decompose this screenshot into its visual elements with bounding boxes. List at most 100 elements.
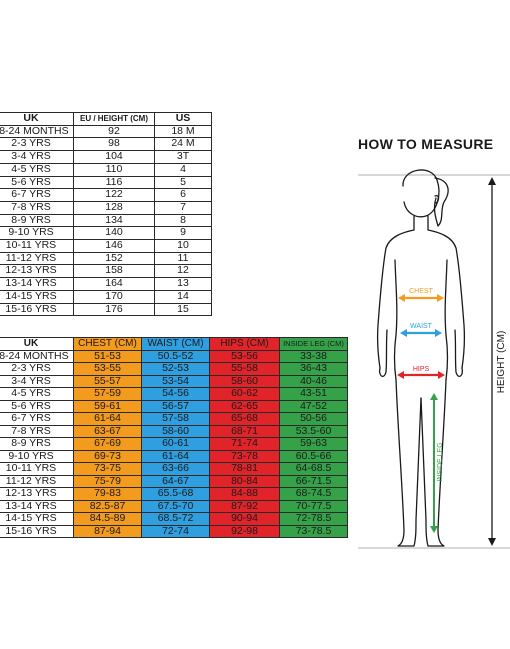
- measure-cell-inside-leg: 43-51: [279, 387, 348, 401]
- measure-cell-chest: 79-83: [73, 487, 142, 501]
- measure-cell-hips: 78-81: [209, 462, 280, 476]
- measure-table-row: 2-3 YRS 53-55 52-53 55-58 36-43: [0, 362, 348, 376]
- measurements-table: UK CHEST (CM) WAIST (CM) HIPS (CM) INSID…: [0, 337, 348, 538]
- measure-cell-chest: 75-79: [73, 474, 142, 488]
- measure-cell-inside-leg: 66-71.5: [279, 474, 348, 488]
- measure-table-row: 15-16 YRS 87-94 72-74 92-98 73-78.5: [0, 524, 348, 538]
- measure-cell-chest: 55-57: [73, 374, 142, 388]
- measure-table-row: 6-7 YRS 61-64 57-58 65-68 50-56: [0, 412, 348, 426]
- size-cell-eu-height: 164: [73, 277, 155, 291]
- measure-cell-uk: 2-3 YRS: [0, 362, 74, 376]
- measure-cell-hips: 73-78: [209, 449, 280, 463]
- measure-cell-uk: 8-9 YRS: [0, 437, 74, 451]
- measure-cell-waist: 64-67: [141, 474, 210, 488]
- size-cell-uk: 3-4 YRS: [0, 150, 74, 164]
- size-cell-uk: 18-24 MONTHS: [0, 124, 74, 139]
- measure-table-row: 7-8 YRS 63-67 58-60 68-71 53.5-60: [0, 424, 348, 438]
- measure-header-chest: CHEST (CM): [73, 337, 142, 351]
- measure-cell-chest: 67-69: [73, 437, 142, 451]
- size-cell-eu-height: 110: [73, 162, 155, 177]
- measure-cell-inside-leg: 33-38: [279, 349, 348, 363]
- measure-cell-uk: 15-16 YRS: [0, 524, 74, 538]
- size-header-uk: UK: [0, 112, 74, 126]
- measure-table-row: 10-11 YRS 73-75 63-66 78-81 64-68.5: [0, 462, 348, 476]
- size-cell-uk: 2-3 YRS: [0, 137, 74, 152]
- measure-table-row: 11-12 YRS 75-79 64-67 80-84 66-71.5: [0, 474, 348, 488]
- size-cell-us: 4: [154, 162, 212, 177]
- chest-arrow-icon: [398, 294, 444, 302]
- size-cell-uk: 5-6 YRS: [0, 175, 74, 190]
- size-table-row: 4-5 YRS 110 4: [0, 162, 212, 177]
- size-cell-us: 3T: [154, 150, 212, 164]
- measure-header-hips: HIPS (CM): [209, 337, 280, 351]
- measure-cell-hips: 62-65: [209, 399, 280, 413]
- height-arrow-icon: [488, 177, 496, 546]
- size-cell-uk: 10-11 YRS: [0, 239, 74, 253]
- size-cell-us: 11: [154, 251, 212, 266]
- size-cell-uk: 4-5 YRS: [0, 162, 74, 177]
- hips-label: HIPS: [413, 366, 430, 373]
- measure-cell-hips: 92-98: [209, 524, 280, 538]
- size-cell-uk: 7-8 YRS: [0, 200, 74, 215]
- size-table-row: 13-14 YRS 164 13: [0, 277, 212, 291]
- chest-label: CHEST: [409, 288, 433, 295]
- size-table-row: 10-11 YRS 146 10: [0, 239, 212, 253]
- size-cell-us: 5: [154, 175, 212, 190]
- measure-table-body: 18-24 MONTHS 51-53 50.5-52 53-56 33-38 2-3 YR…: [0, 349, 348, 538]
- measure-cell-inside-leg: 60.5-66: [279, 449, 348, 463]
- size-table-row: 11-12 YRS 152 11: [0, 251, 212, 266]
- size-table-row: 14-15 YRS 170 14: [0, 289, 212, 304]
- measure-table-row: 9-10 YRS 69-73 61-64 73-78 60.5-66: [0, 449, 348, 463]
- measure-cell-inside-leg: 59-63: [279, 437, 348, 451]
- measure-cell-chest: 59-61: [73, 399, 142, 413]
- measure-cell-chest: 51-53: [73, 349, 142, 363]
- measure-cell-uk: 10-11 YRS: [0, 462, 74, 476]
- size-cell-us: 14: [154, 289, 212, 304]
- measure-cell-hips: 55-58: [209, 362, 280, 376]
- measure-cell-inside-leg: 47-52: [279, 399, 348, 413]
- measure-cell-inside-leg: 64-68.5: [279, 462, 348, 476]
- measure-cell-inside-leg: 68-74.5: [279, 487, 348, 501]
- size-cell-eu-height: 176: [73, 302, 155, 317]
- waist-arrow-icon: [400, 329, 442, 337]
- measure-cell-waist: 53-54: [141, 374, 210, 388]
- measure-cell-waist: 63-66: [141, 462, 210, 476]
- height-label: HEIGHT (CM): [496, 331, 507, 394]
- size-cell-us: 12: [154, 264, 212, 279]
- measure-cell-chest: 57-59: [73, 387, 142, 401]
- size-table-row: 6-7 YRS 122 6: [0, 188, 212, 202]
- size-cell-eu-height: 98: [73, 137, 155, 152]
- measure-table-row: 5-6 YRS 59-61 56-57 62-65 47-52: [0, 399, 348, 413]
- measure-header-uk: UK: [0, 337, 74, 351]
- measure-cell-waist: 68.5-72: [141, 512, 210, 526]
- measure-cell-chest: 61-64: [73, 412, 142, 426]
- measure-cell-chest: 63-67: [73, 424, 142, 438]
- measure-cell-waist: 72-74: [141, 524, 210, 538]
- size-cell-us: 6: [154, 188, 212, 202]
- measure-cell-hips: 53-56: [209, 349, 280, 363]
- measure-cell-hips: 80-84: [209, 474, 280, 488]
- size-cell-uk: 13-14 YRS: [0, 277, 74, 291]
- measure-header-inside-leg: INSIDE LEG (CM): [279, 337, 348, 351]
- measure-cell-chest: 69-73: [73, 449, 142, 463]
- size-cell-us: 15: [154, 302, 212, 317]
- measure-cell-waist: 60-61: [141, 437, 210, 451]
- measure-cell-waist: 61-64: [141, 449, 210, 463]
- measure-cell-waist: 50.5-52: [141, 349, 210, 363]
- measure-cell-inside-leg: 36-43: [279, 362, 348, 376]
- measuring-figure-diagram: CHEST WAIST HIPS INSIDE LEG HEIGHT (CM): [358, 169, 510, 549]
- measure-cell-inside-leg: 40-46: [279, 374, 348, 388]
- measure-cell-hips: 68-71: [209, 424, 280, 438]
- measure-cell-hips: 65-68: [209, 412, 280, 426]
- measure-table-row: 8-9 YRS 67-69 60-61 71-74 59-63: [0, 437, 348, 451]
- size-table-row: 15-16 YRS 176 15: [0, 302, 212, 317]
- measure-cell-waist: 52-53: [141, 362, 210, 376]
- size-cell-eu-height: 122: [73, 188, 155, 202]
- measure-table-header-row: UK CHEST (CM) WAIST (CM) HIPS (CM) INSID…: [0, 337, 348, 351]
- size-table-row: 2-3 YRS 98 24 M: [0, 137, 212, 152]
- measure-table-row: 4-5 YRS 57-59 54-56 60-62 43-51: [0, 387, 348, 401]
- measure-cell-uk: 12-13 YRS: [0, 487, 74, 501]
- measure-header-waist: WAIST (CM): [141, 337, 210, 351]
- measure-cell-uk: 11-12 YRS: [0, 474, 74, 488]
- measure-cell-uk: 5-6 YRS: [0, 399, 74, 413]
